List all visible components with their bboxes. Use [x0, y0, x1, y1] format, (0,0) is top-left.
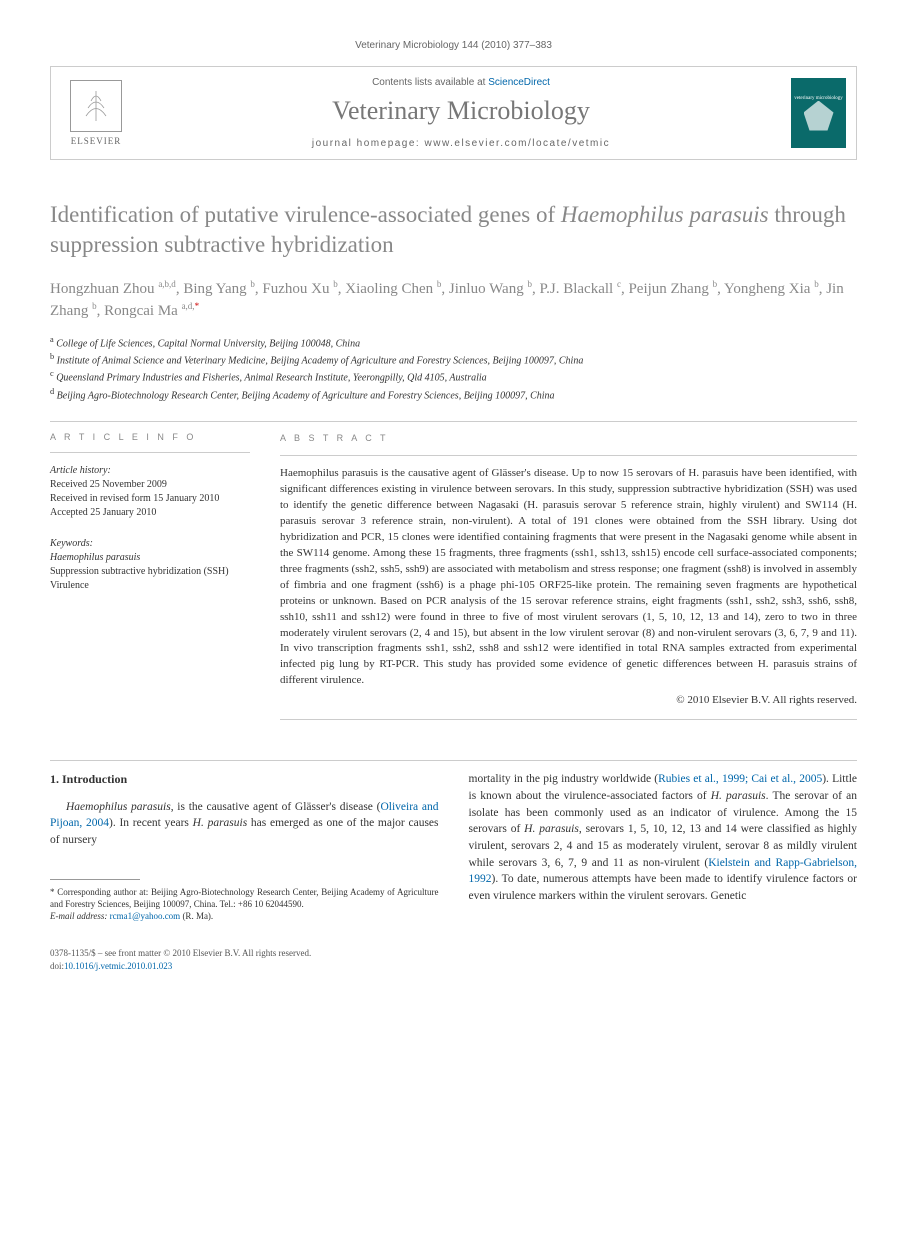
article-title: Identification of putative virulence-ass…	[50, 200, 857, 260]
divider	[50, 421, 857, 422]
abstract-copyright: © 2010 Elsevier B.V. All rights reserved…	[280, 693, 857, 709]
body-column-left: 1. Introduction Haemophilus parasuis, is…	[50, 771, 439, 922]
journal-header-box: ELSEVIER Contents lists available at Sci…	[50, 66, 857, 160]
article-info-label: A R T I C L E I N F O	[50, 432, 250, 442]
keyword-1: Haemophilus parasuis	[50, 551, 250, 565]
journal-name: Veterinary Microbiology	[131, 96, 791, 126]
divider	[280, 455, 857, 456]
affiliations: a College of Life Sciences, Capital Norm…	[50, 334, 857, 403]
corresponding-author-marker: *	[195, 301, 200, 311]
keywords-head: Keywords:	[50, 538, 250, 549]
corresponding-footnote: * Corresponding author at: Beijing Agro-…	[50, 886, 439, 910]
contents-prefix: Contents lists available at	[372, 77, 488, 88]
abstract: A B S T R A C T Haemophilus parasuis is …	[280, 432, 857, 730]
info-abstract-row: A R T I C L E I N F O Article history: R…	[50, 432, 857, 730]
homepage-prefix: journal homepage:	[312, 138, 425, 149]
divider	[280, 719, 857, 720]
received-date: Received 25 November 2009	[50, 478, 250, 492]
running-head: Veterinary Microbiology 144 (2010) 377–3…	[50, 40, 857, 51]
header-center: Contents lists available at ScienceDirec…	[131, 77, 791, 149]
journal-cover-thumbnail: veterinary microbiology	[791, 78, 846, 148]
affiliation-d: d Beijing Agro-Biotechnology Research Ce…	[50, 386, 857, 403]
revised-date: Received in revised form 15 January 2010	[50, 492, 250, 506]
abstract-label: A B S T R A C T	[280, 432, 857, 445]
divider	[50, 452, 250, 453]
email-who: (R. Ma).	[180, 911, 213, 921]
col2-text-a: mortality in the pig industry worldwide …	[469, 773, 659, 785]
body-paragraph: mortality in the pig industry worldwide …	[469, 771, 858, 904]
section-heading: 1. Introduction	[50, 771, 439, 788]
citation-link[interactable]: Rubies et al., 1999; Cai et al., 2005	[658, 773, 822, 785]
elsevier-tree-icon	[70, 80, 122, 132]
body-columns: 1. Introduction Haemophilus parasuis, is…	[50, 771, 857, 922]
accepted-date: Accepted 25 January 2010	[50, 506, 250, 520]
homepage-url[interactable]: www.elsevier.com/locate/vetmic	[425, 138, 611, 149]
col1-text-a: , is the causative agent of Glässer's di…	[171, 801, 381, 813]
sciencedirect-link[interactable]: ScienceDirect	[488, 77, 550, 88]
body-paragraph: Haemophilus parasuis, is the causative a…	[50, 799, 439, 849]
email-label: E-mail address:	[50, 911, 110, 921]
footer-doi-line: doi:10.1016/j.vetmic.2010.01.023	[50, 960, 857, 973]
cover-shape-icon	[804, 101, 834, 131]
col2-text-c: ). To date, numerous attempts have been …	[469, 873, 858, 902]
email-link[interactable]: rcma1@yahoo.com	[110, 911, 181, 921]
footnote-separator	[50, 879, 140, 880]
history-head: Article history:	[50, 465, 250, 476]
affiliation-b: b Institute of Animal Science and Veteri…	[50, 351, 857, 368]
homepage-line: journal homepage: www.elsevier.com/locat…	[131, 138, 791, 149]
title-italic: Haemophilus parasuis	[561, 202, 769, 227]
elsevier-logo: ELSEVIER	[61, 80, 131, 146]
authors-text: Hongzhuan Zhou a,b,d, Bing Yang b, Fuzho…	[50, 281, 844, 319]
title-part1: Identification of putative virulence-ass…	[50, 202, 561, 227]
email-footnote: E-mail address: rcma1@yahoo.com (R. Ma).	[50, 910, 439, 922]
cover-thumb-text: veterinary microbiology	[794, 96, 842, 101]
footer: 0378-1135/$ – see front matter © 2010 El…	[50, 947, 857, 972]
sciencedirect-line: Contents lists available at ScienceDirec…	[131, 77, 791, 88]
col2-text-b: ). Little is known about the virulence-a…	[469, 773, 858, 868]
doi-prefix: doi:	[50, 961, 64, 971]
authors-list: Hongzhuan Zhou a,b,d, Bing Yang b, Fuzho…	[50, 278, 857, 322]
affiliation-a: a College of Life Sciences, Capital Norm…	[50, 334, 857, 351]
col1-text-b: ). In recent years H. parasuis has emerg…	[50, 817, 439, 846]
affiliation-c: c Queensland Primary Industries and Fish…	[50, 368, 857, 385]
keyword-3: Virulence	[50, 579, 250, 593]
keyword-2: Suppression subtractive hybridization (S…	[50, 565, 250, 579]
divider	[50, 760, 857, 761]
doi-link[interactable]: 10.1016/j.vetmic.2010.01.023	[64, 961, 172, 971]
footer-copyright: 0378-1135/$ – see front matter © 2010 El…	[50, 947, 857, 960]
elsevier-wordmark: ELSEVIER	[71, 136, 122, 146]
article-info: A R T I C L E I N F O Article history: R…	[50, 432, 250, 730]
body-column-right: mortality in the pig industry worldwide …	[469, 771, 858, 922]
abstract-text: Haemophilus parasuis is the causative ag…	[280, 466, 857, 689]
